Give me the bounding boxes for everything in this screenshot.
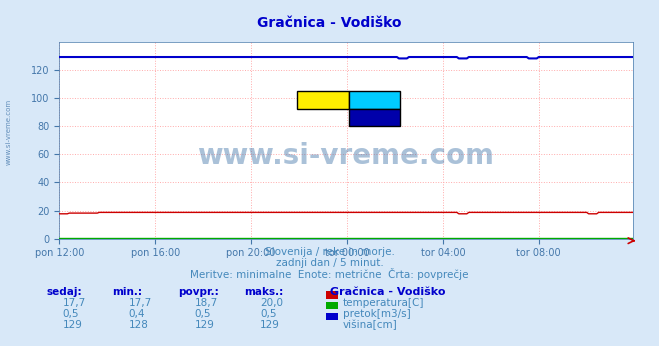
FancyBboxPatch shape <box>349 109 401 126</box>
Text: www.si-vreme.com: www.si-vreme.com <box>198 142 494 170</box>
Text: povpr.:: povpr.: <box>178 287 219 297</box>
Text: 17,7: 17,7 <box>129 298 152 308</box>
Text: višina[cm]: višina[cm] <box>343 320 397 330</box>
Text: 129: 129 <box>194 320 214 330</box>
FancyBboxPatch shape <box>349 91 401 109</box>
Text: 0,5: 0,5 <box>63 309 79 319</box>
Text: sedaj:: sedaj: <box>46 287 82 297</box>
Text: Meritve: minimalne  Enote: metrične  Črta: povprečje: Meritve: minimalne Enote: metrične Črta:… <box>190 268 469 280</box>
Text: www.si-vreme.com: www.si-vreme.com <box>5 98 11 165</box>
Text: 129: 129 <box>63 320 82 330</box>
Text: Gračnica - Vodiško: Gračnica - Vodiško <box>330 287 445 297</box>
Text: 20,0: 20,0 <box>260 298 283 308</box>
Text: 0,5: 0,5 <box>194 309 211 319</box>
Text: min.:: min.: <box>112 287 142 297</box>
Text: temperatura[C]: temperatura[C] <box>343 298 424 308</box>
Text: Gračnica - Vodiško: Gračnica - Vodiško <box>257 16 402 29</box>
Text: maks.:: maks.: <box>244 287 283 297</box>
Text: 18,7: 18,7 <box>194 298 217 308</box>
FancyBboxPatch shape <box>297 91 349 109</box>
Text: 0,5: 0,5 <box>260 309 277 319</box>
Text: 0,4: 0,4 <box>129 309 145 319</box>
Text: 129: 129 <box>260 320 280 330</box>
Text: pretok[m3/s]: pretok[m3/s] <box>343 309 411 319</box>
Text: 128: 128 <box>129 320 148 330</box>
Text: Slovenija / reke in morje.: Slovenija / reke in morje. <box>264 247 395 257</box>
Text: 17,7: 17,7 <box>63 298 86 308</box>
Text: zadnji dan / 5 minut.: zadnji dan / 5 minut. <box>275 258 384 268</box>
